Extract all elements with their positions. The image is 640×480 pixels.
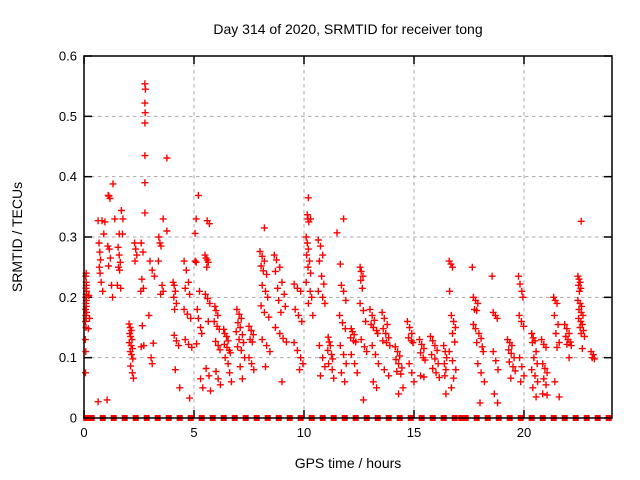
x-tick-label: 15 bbox=[407, 425, 421, 440]
y-axis-label: SRMTID / TECUs bbox=[9, 182, 25, 292]
y-tick-label: 0.1 bbox=[59, 350, 77, 365]
y-tick-label: 0.6 bbox=[59, 49, 77, 64]
x-tick-label: 10 bbox=[297, 425, 311, 440]
x-tick-label: 5 bbox=[190, 425, 197, 440]
y-tick-label: 0.4 bbox=[59, 169, 77, 184]
x-axis-label: GPS time / hours bbox=[295, 455, 402, 471]
y-tick-label: 0.2 bbox=[59, 290, 77, 305]
x-tick-label: 20 bbox=[517, 425, 531, 440]
y-tick-label: 0 bbox=[70, 411, 77, 426]
y-tick-label: 0.3 bbox=[59, 230, 77, 245]
data-plus-markers bbox=[81, 80, 598, 407]
scatter-points bbox=[81, 80, 598, 407]
y-tick-label: 0.5 bbox=[59, 109, 77, 124]
x-tick-label: 0 bbox=[80, 425, 87, 440]
tick-labels: 0 5 10 15 20 0 0.1 0.2 0.3 0.4 0.5 0.6 bbox=[59, 49, 531, 441]
chart-title: Day 314 of 2020, SRMTID for receiver ton… bbox=[213, 21, 482, 37]
plot-border-frame bbox=[83, 55, 613, 419]
